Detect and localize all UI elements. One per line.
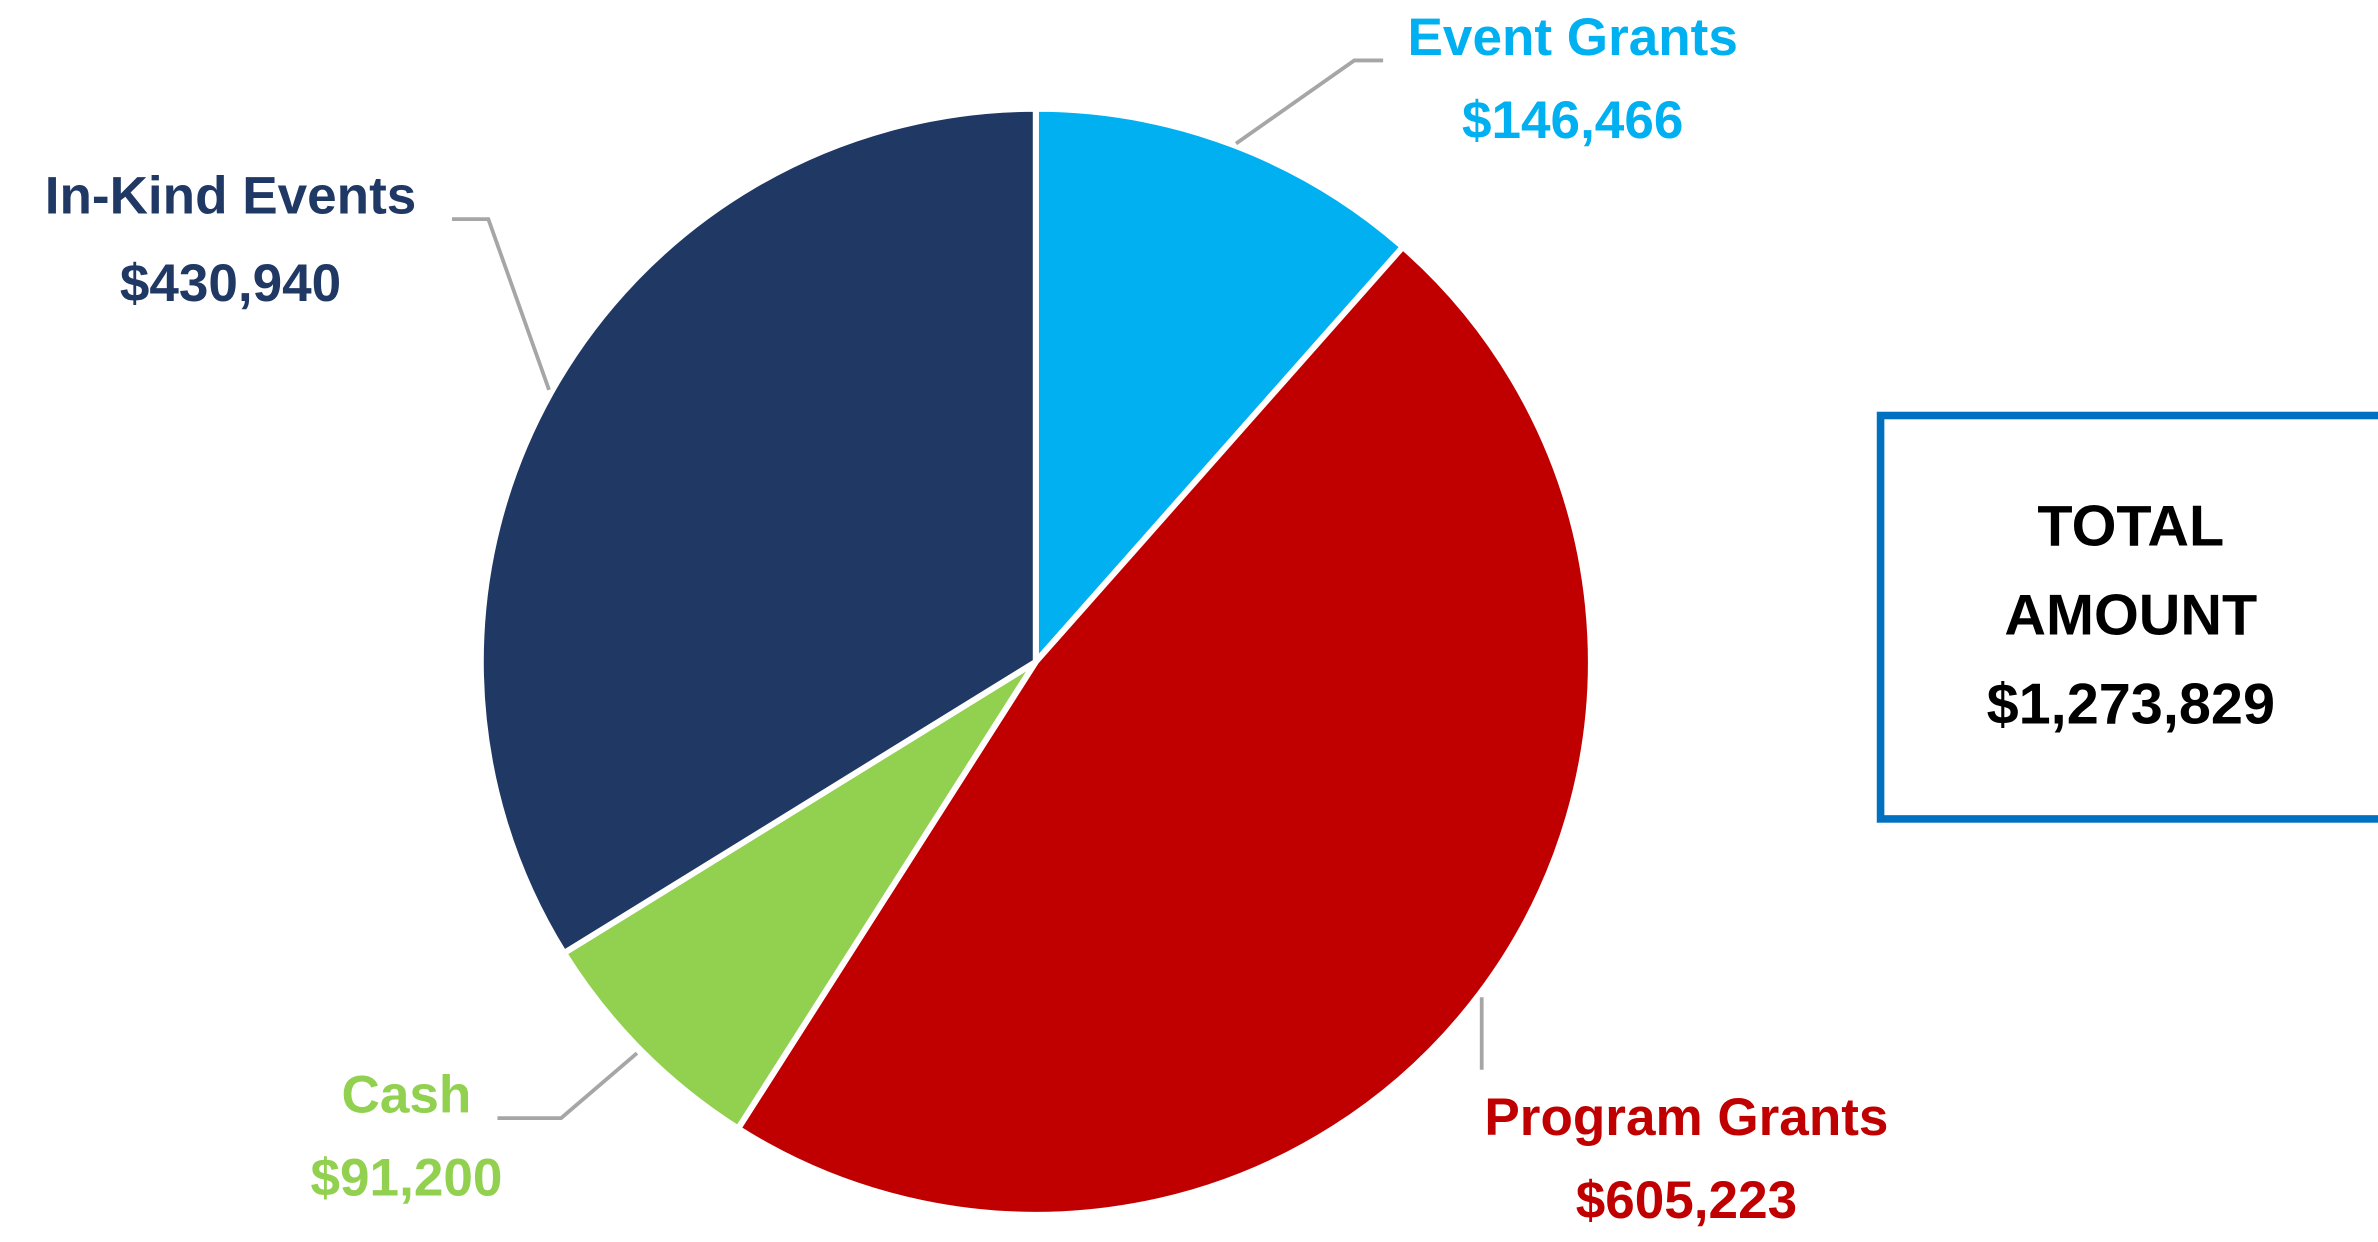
slice bbox=[1032, 105, 1406, 665]
labels: Event Grants $146,466 Program Grants $605,2… bbox=[45, 8, 1889, 1230]
pie bbox=[477, 105, 1594, 1218]
total-value: $1,273,829 bbox=[1986, 673, 2276, 738]
category-label: In-Kind Events bbox=[45, 167, 417, 226]
total-label: TOTAL AMOUNT bbox=[2004, 495, 2258, 649]
category-label: Event Grants bbox=[1408, 8, 1738, 67]
leader-line bbox=[1234, 58, 1384, 146]
category-label: Program Grants bbox=[1484, 1088, 1888, 1147]
value-label: $146,466 bbox=[1462, 91, 1683, 150]
category-label: Cash bbox=[342, 1066, 472, 1125]
value-label: $91,200 bbox=[311, 1149, 503, 1208]
slice bbox=[735, 243, 1594, 1218]
total-area: TOTAL AMOUNT $1,273,829 bbox=[1881, 416, 2378, 819]
total: TOTAL AMOUNT $1,273,829 bbox=[1881, 416, 2378, 819]
leader-line bbox=[497, 1051, 639, 1120]
leader-line bbox=[451, 217, 551, 391]
slice bbox=[477, 105, 1039, 957]
value-label: $430,940 bbox=[120, 254, 341, 313]
total-box bbox=[1876, 411, 2378, 823]
slice bbox=[560, 658, 1039, 1132]
value-label: $605,223 bbox=[1576, 1171, 1797, 1230]
